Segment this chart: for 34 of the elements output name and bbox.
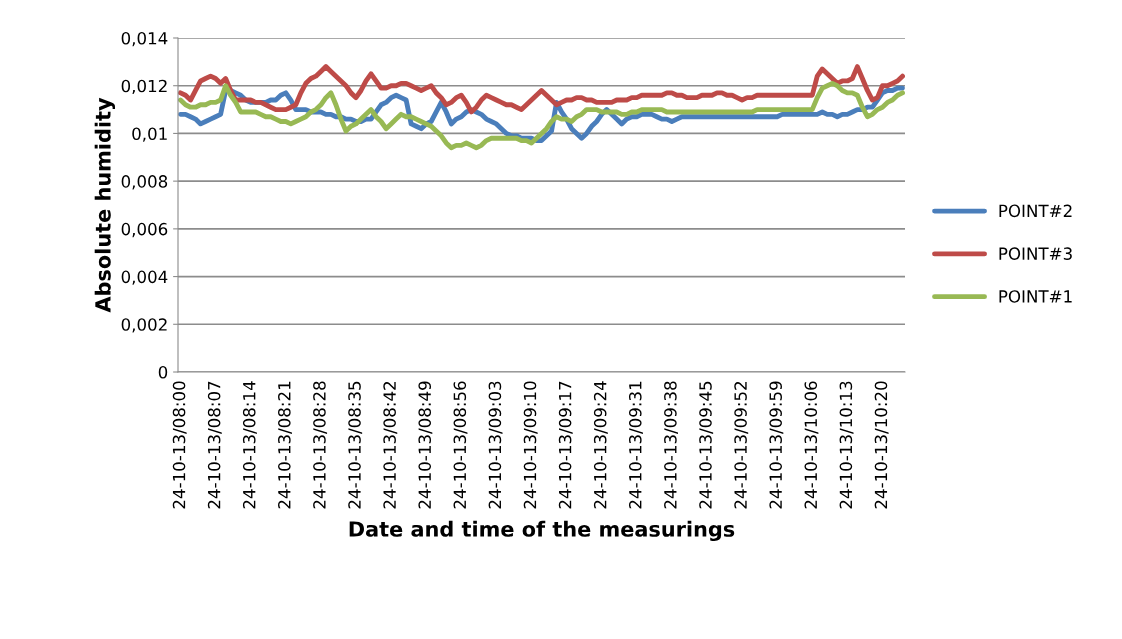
x-tick-label: 24-10-13/10:06 xyxy=(804,381,819,509)
x-tick-label: 24-10-13/09:24 xyxy=(593,381,608,509)
legend-label: POINT#1 xyxy=(999,290,1072,303)
x-tick-label: 24-10-13/08:49 xyxy=(418,381,433,509)
x-tick-label: 24-10-13/08:21 xyxy=(278,381,292,509)
y-tick-label: 0,002 xyxy=(121,318,167,333)
y-tick-label: 0,008 xyxy=(121,175,168,190)
y-tick-label: 0,012 xyxy=(121,79,167,94)
legend-label: POINT#2 xyxy=(999,204,1072,218)
y-tick-label: 0,006 xyxy=(121,222,168,238)
x-tick-label: 24-10-13/10:20 xyxy=(874,381,889,509)
x-tick-label: 24-10-13/09:03 xyxy=(488,381,503,509)
y-tick-label: 0,014 xyxy=(121,31,168,47)
x-tick-label: 24-10-13/08:14 xyxy=(242,381,257,509)
y-tick-label: 0,004 xyxy=(121,270,168,285)
x-tick-label: 24-10-13/08:35 xyxy=(348,381,363,509)
x-tick-label: 24-10-13/08:28 xyxy=(313,381,328,509)
x-tick-label: 24-10-13/09:45 xyxy=(699,381,714,509)
x-axis-title: Date and time of the measurings xyxy=(349,520,735,542)
x-tick-label: 24-10-13/09:38 xyxy=(664,381,678,509)
x-tick-label: 24-10-13/10:13 xyxy=(839,381,854,509)
y-tick-label: 0 xyxy=(158,365,168,379)
y-axis-title: Absolute humidity xyxy=(94,97,116,313)
x-tick-label: 24-10-13/09:17 xyxy=(558,381,573,509)
x-tick-label: 24-10-13/09:31 xyxy=(628,381,643,509)
x-tick-label: 24-10-13/09:52 xyxy=(734,382,749,509)
x-tick-label: 24-10-13/08:56 xyxy=(453,381,468,509)
legend-label: POINT#3 xyxy=(999,247,1072,260)
x-tick-label: 24-10-13/08:07 xyxy=(207,381,222,509)
x-tick-label: 24-10-13/08:42 xyxy=(383,382,398,509)
x-tick-label: 24-10-13/09:10 xyxy=(523,381,538,509)
x-tick-label: 24-10-13/08:00 xyxy=(172,381,187,509)
x-tick-label: 24-10-13/09:59 xyxy=(769,381,784,509)
y-tick-label: 0,01 xyxy=(132,127,167,142)
